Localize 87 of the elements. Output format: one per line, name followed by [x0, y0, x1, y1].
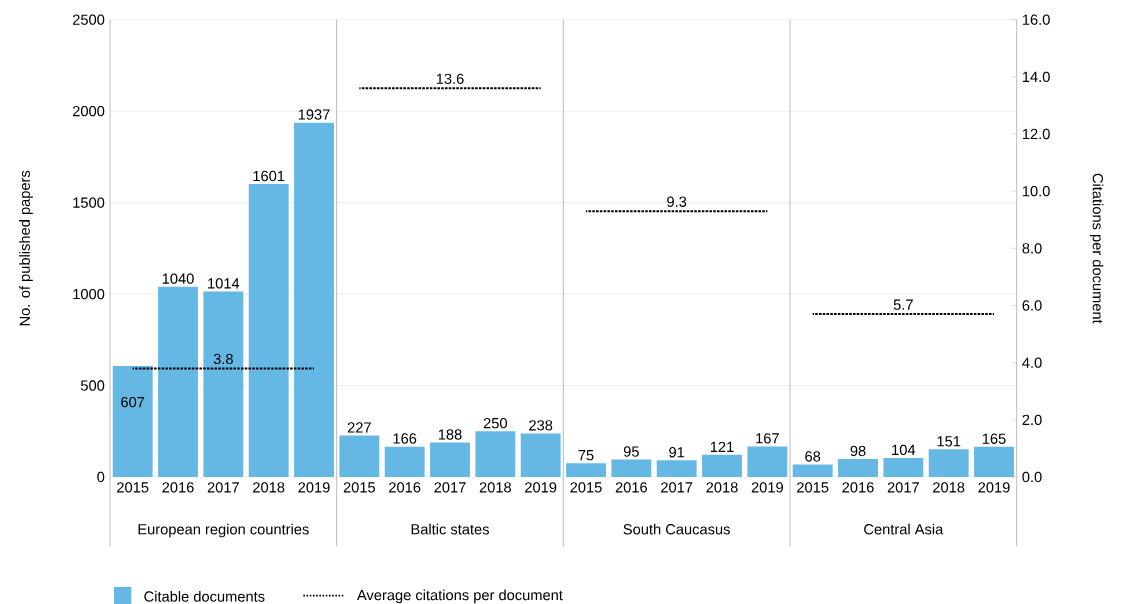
- data-label: 1014: [208, 278, 240, 289]
- x-tick-label: 2018: [479, 482, 511, 493]
- bar: [838, 458, 878, 477]
- data-label: 188: [438, 429, 462, 440]
- bar: [248, 183, 289, 477]
- y2-tick-label: 4.0: [1022, 357, 1042, 368]
- text: South Caucasus: [623, 523, 730, 535]
- text: European region countries: [138, 523, 309, 538]
- bar: [112, 365, 153, 477]
- text: Central Asia: [864, 523, 944, 535]
- bar: [384, 446, 425, 477]
- y2-axis-title: Citations per document: [1089, 173, 1104, 324]
- data-label: 1937: [298, 109, 330, 120]
- bar: [339, 435, 380, 477]
- x-tick-label: 2015: [570, 482, 602, 493]
- data-label: 75: [578, 449, 594, 461]
- data-label: 1601: [253, 170, 285, 182]
- x-tick-label: 2017: [434, 482, 466, 493]
- bar: [611, 459, 652, 477]
- legend-label: Average citations per document: [356, 589, 563, 603]
- data-label: 68: [805, 451, 821, 462]
- y-tick-label: 500: [80, 380, 105, 391]
- bar: [294, 122, 334, 477]
- x-tick-label: 2015: [117, 482, 149, 493]
- bar: [702, 454, 742, 477]
- x-tick-label: 2017: [887, 482, 919, 493]
- data-label: 227: [347, 422, 371, 433]
- bar: [475, 431, 516, 477]
- x-tick-label: 2018: [706, 482, 738, 493]
- x-tick-label: 2019: [978, 482, 1010, 493]
- bar: [974, 446, 1014, 477]
- y2-tick-label: 8.0: [1022, 243, 1042, 254]
- x-tick-label: 2018: [933, 482, 965, 493]
- data-label: 166: [393, 433, 417, 444]
- data-label: 165: [982, 433, 1006, 444]
- y2-tick-label: 10.0: [1022, 185, 1050, 197]
- bar: [158, 286, 198, 477]
- data-label: 1040: [162, 273, 194, 284]
- bar: [928, 449, 969, 477]
- y2-tick-label: 6.0: [1022, 300, 1042, 311]
- x-tick-label: 2016: [615, 482, 647, 493]
- y-tick-label: 2500: [72, 14, 105, 25]
- y-tick-label: 0: [97, 471, 105, 483]
- data-label: 91: [669, 446, 685, 458]
- y-tick-label: 2000: [72, 105, 105, 117]
- bar: [430, 442, 470, 477]
- bar: [747, 446, 788, 477]
- bar: [566, 463, 606, 477]
- data-label: 607: [121, 396, 145, 408]
- y2-tick-label: 16.0: [1022, 14, 1050, 25]
- x-tick-label: 2017: [207, 482, 239, 493]
- x-tick-label: 2016: [389, 482, 421, 493]
- bar: [656, 460, 697, 477]
- data-label: 13.6: [436, 73, 464, 84]
- data-label: 95: [623, 446, 639, 457]
- data-label: 151: [937, 436, 961, 447]
- bar: [520, 433, 561, 477]
- bar: [203, 291, 244, 477]
- x-tick-label: 2019: [751, 482, 783, 493]
- x-tick-label: 2017: [661, 482, 693, 493]
- y2-tick-label: 14.0: [1022, 71, 1050, 82]
- data-label: 250: [483, 417, 507, 429]
- bar: [792, 464, 833, 477]
- x-tick-label: 2019: [298, 482, 330, 493]
- data-label: 121: [710, 441, 734, 452]
- data-label: 9.3: [667, 196, 687, 207]
- x-tick-label: 2015: [343, 482, 376, 493]
- text: Baltic states: [411, 523, 489, 535]
- x-tick-label: 2018: [253, 482, 285, 493]
- bar: [883, 457, 924, 477]
- y2-tick-label: 12.0: [1022, 128, 1050, 140]
- x-tick-label: 2016: [842, 482, 874, 493]
- x-tick-label: 2019: [525, 482, 557, 493]
- data-label: 104: [892, 444, 916, 455]
- legend-label: Citable documents: [144, 590, 265, 602]
- data-label: 167: [756, 432, 779, 444]
- data-label: 98: [850, 445, 866, 456]
- data-label: 5.7: [893, 299, 913, 310]
- x-tick-label: 2016: [162, 482, 194, 493]
- data-label: 3.8: [213, 353, 233, 364]
- y-tick-label: 1500: [73, 197, 105, 208]
- data-label: 238: [529, 420, 553, 431]
- y-axis-title: No. of published papers: [19, 170, 33, 326]
- y2-tick-label: 2.0: [1022, 414, 1042, 425]
- y-tick-label: 1000: [73, 288, 105, 300]
- x-tick-label: 2015: [797, 482, 829, 493]
- y2-tick-label: 0.0: [1022, 471, 1042, 483]
